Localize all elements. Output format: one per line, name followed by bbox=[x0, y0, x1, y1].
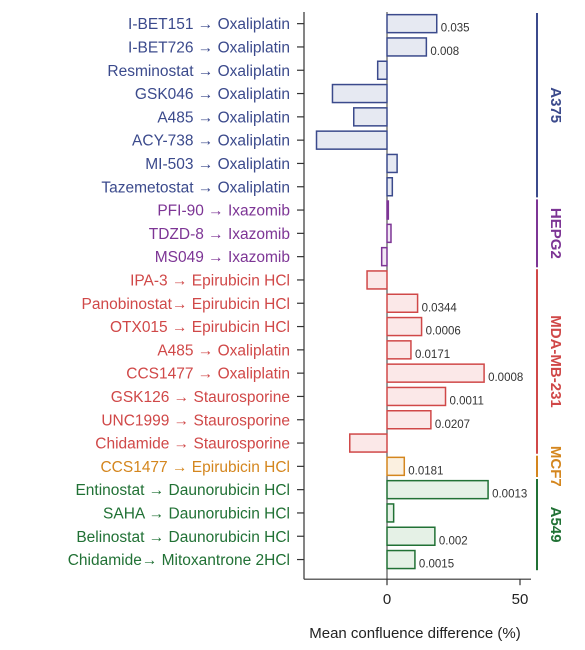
category-label: GSK046 → Oxaliplatin bbox=[135, 86, 290, 103]
x-tick-label: 50 bbox=[512, 591, 529, 608]
bar bbox=[386, 293, 419, 313]
category-label: Belinostat → Daunorubicin HCl bbox=[76, 529, 290, 546]
category-label: PFI-90 → Ixazomib bbox=[157, 203, 290, 220]
bar bbox=[366, 270, 388, 290]
p-value-label: 0.0013 bbox=[492, 489, 527, 501]
category-label: CCS1477 → Epirubicin HCl bbox=[100, 459, 290, 476]
bar bbox=[315, 130, 388, 150]
bar bbox=[386, 37, 428, 57]
group-label: MDA-MB-231 bbox=[547, 315, 564, 408]
p-value-label: 0.0006 bbox=[426, 326, 461, 338]
category-label: Panobinostat→ Epirubicin HCl bbox=[82, 296, 291, 313]
p-value-label: 0.0171 bbox=[415, 349, 450, 361]
bar bbox=[386, 13, 438, 34]
bar bbox=[386, 503, 395, 523]
category-label: ACY-738 → Oxaliplatin bbox=[132, 133, 290, 150]
bar bbox=[386, 410, 432, 430]
y-axis-ticks bbox=[297, 23, 304, 561]
x-axis-title: Mean confluence difference (%) bbox=[309, 625, 521, 642]
category-label: Chidamide→ Mitoxantrone 2HCl bbox=[68, 552, 290, 569]
p-value-label: 0.0344 bbox=[422, 302, 458, 314]
bar bbox=[386, 549, 416, 570]
p-value-label: 0.0207 bbox=[435, 419, 470, 431]
group-label: HEPG2 bbox=[547, 208, 564, 259]
p-value-label: 0.008 bbox=[430, 46, 459, 58]
category-label: TDZD-8 → Ixazomib bbox=[149, 226, 290, 243]
cell-line-groups: A375 HEPG2 MDA-MB-231 MCF7 A549 bbox=[536, 13, 564, 571]
bar bbox=[386, 363, 485, 383]
category-label: SAHA → Daunorubicin HCl bbox=[103, 505, 290, 522]
bar bbox=[386, 526, 436, 546]
group-label: A549 bbox=[547, 507, 564, 543]
bars bbox=[315, 13, 489, 570]
category-labels: I-BET151 → Oxaliplatin I-BET726 → Oxalipl… bbox=[68, 16, 290, 569]
bar bbox=[386, 456, 406, 477]
bar bbox=[386, 479, 489, 500]
category-label: OTX015 → Epirubicin HCl bbox=[110, 319, 290, 336]
p-value-label: 0.0015 bbox=[419, 559, 454, 571]
bar bbox=[331, 83, 388, 104]
category-label: I-BET151 → Oxaliplatin bbox=[128, 16, 290, 33]
category-label: I-BET726 → Oxaliplatin bbox=[128, 39, 290, 56]
category-label: A485 → Oxaliplatin bbox=[157, 342, 290, 359]
category-label: IPA-3 → Epirubicin HCl bbox=[130, 272, 290, 289]
bar bbox=[386, 386, 447, 407]
bar bbox=[386, 223, 392, 244]
bar bbox=[353, 107, 388, 127]
p-value-label: 0.035 bbox=[441, 23, 470, 35]
category-label: Chidamide → Staurosporine bbox=[95, 436, 290, 453]
p-value-label: 0.0011 bbox=[450, 395, 484, 407]
category-label: GSK126 → Staurosporine bbox=[111, 389, 290, 406]
bar bbox=[386, 340, 412, 360]
p-value-labels: 0.035 0.008 0.0344 0.0006 0.0171 0.0008 0.0011… bbox=[408, 23, 527, 571]
category-label: MS049 → Ixazomib bbox=[155, 249, 290, 266]
category-label: CCS1477 → Oxaliplatin bbox=[126, 366, 290, 383]
p-value-label: 0.0181 bbox=[408, 465, 443, 477]
bar bbox=[386, 316, 423, 337]
bar bbox=[386, 200, 390, 220]
p-value-label: 0.0008 bbox=[488, 372, 523, 384]
category-label: UNC1999 → Staurosporine bbox=[101, 412, 290, 429]
bar bbox=[386, 177, 394, 197]
bar bbox=[386, 153, 398, 174]
p-value-label: 0.002 bbox=[439, 535, 468, 547]
category-label: A485 → Oxaliplatin bbox=[157, 109, 290, 126]
category-label: Tazemetostat → Oxaliplatin bbox=[101, 179, 290, 196]
category-label: Entinostat → Daunorubicin HCl bbox=[75, 482, 290, 499]
bar bbox=[376, 60, 388, 80]
category-label: MI-503 → Oxaliplatin bbox=[145, 156, 290, 173]
x-axis-ticks: 0 50 bbox=[383, 579, 529, 608]
category-label: Resminostat → Oxaliplatin bbox=[107, 63, 290, 80]
x-tick-label: 0 bbox=[383, 591, 391, 608]
bar bbox=[380, 246, 388, 267]
bar bbox=[349, 433, 388, 453]
group-label: MCF7 bbox=[547, 446, 564, 487]
group-label: A375 bbox=[547, 87, 564, 123]
